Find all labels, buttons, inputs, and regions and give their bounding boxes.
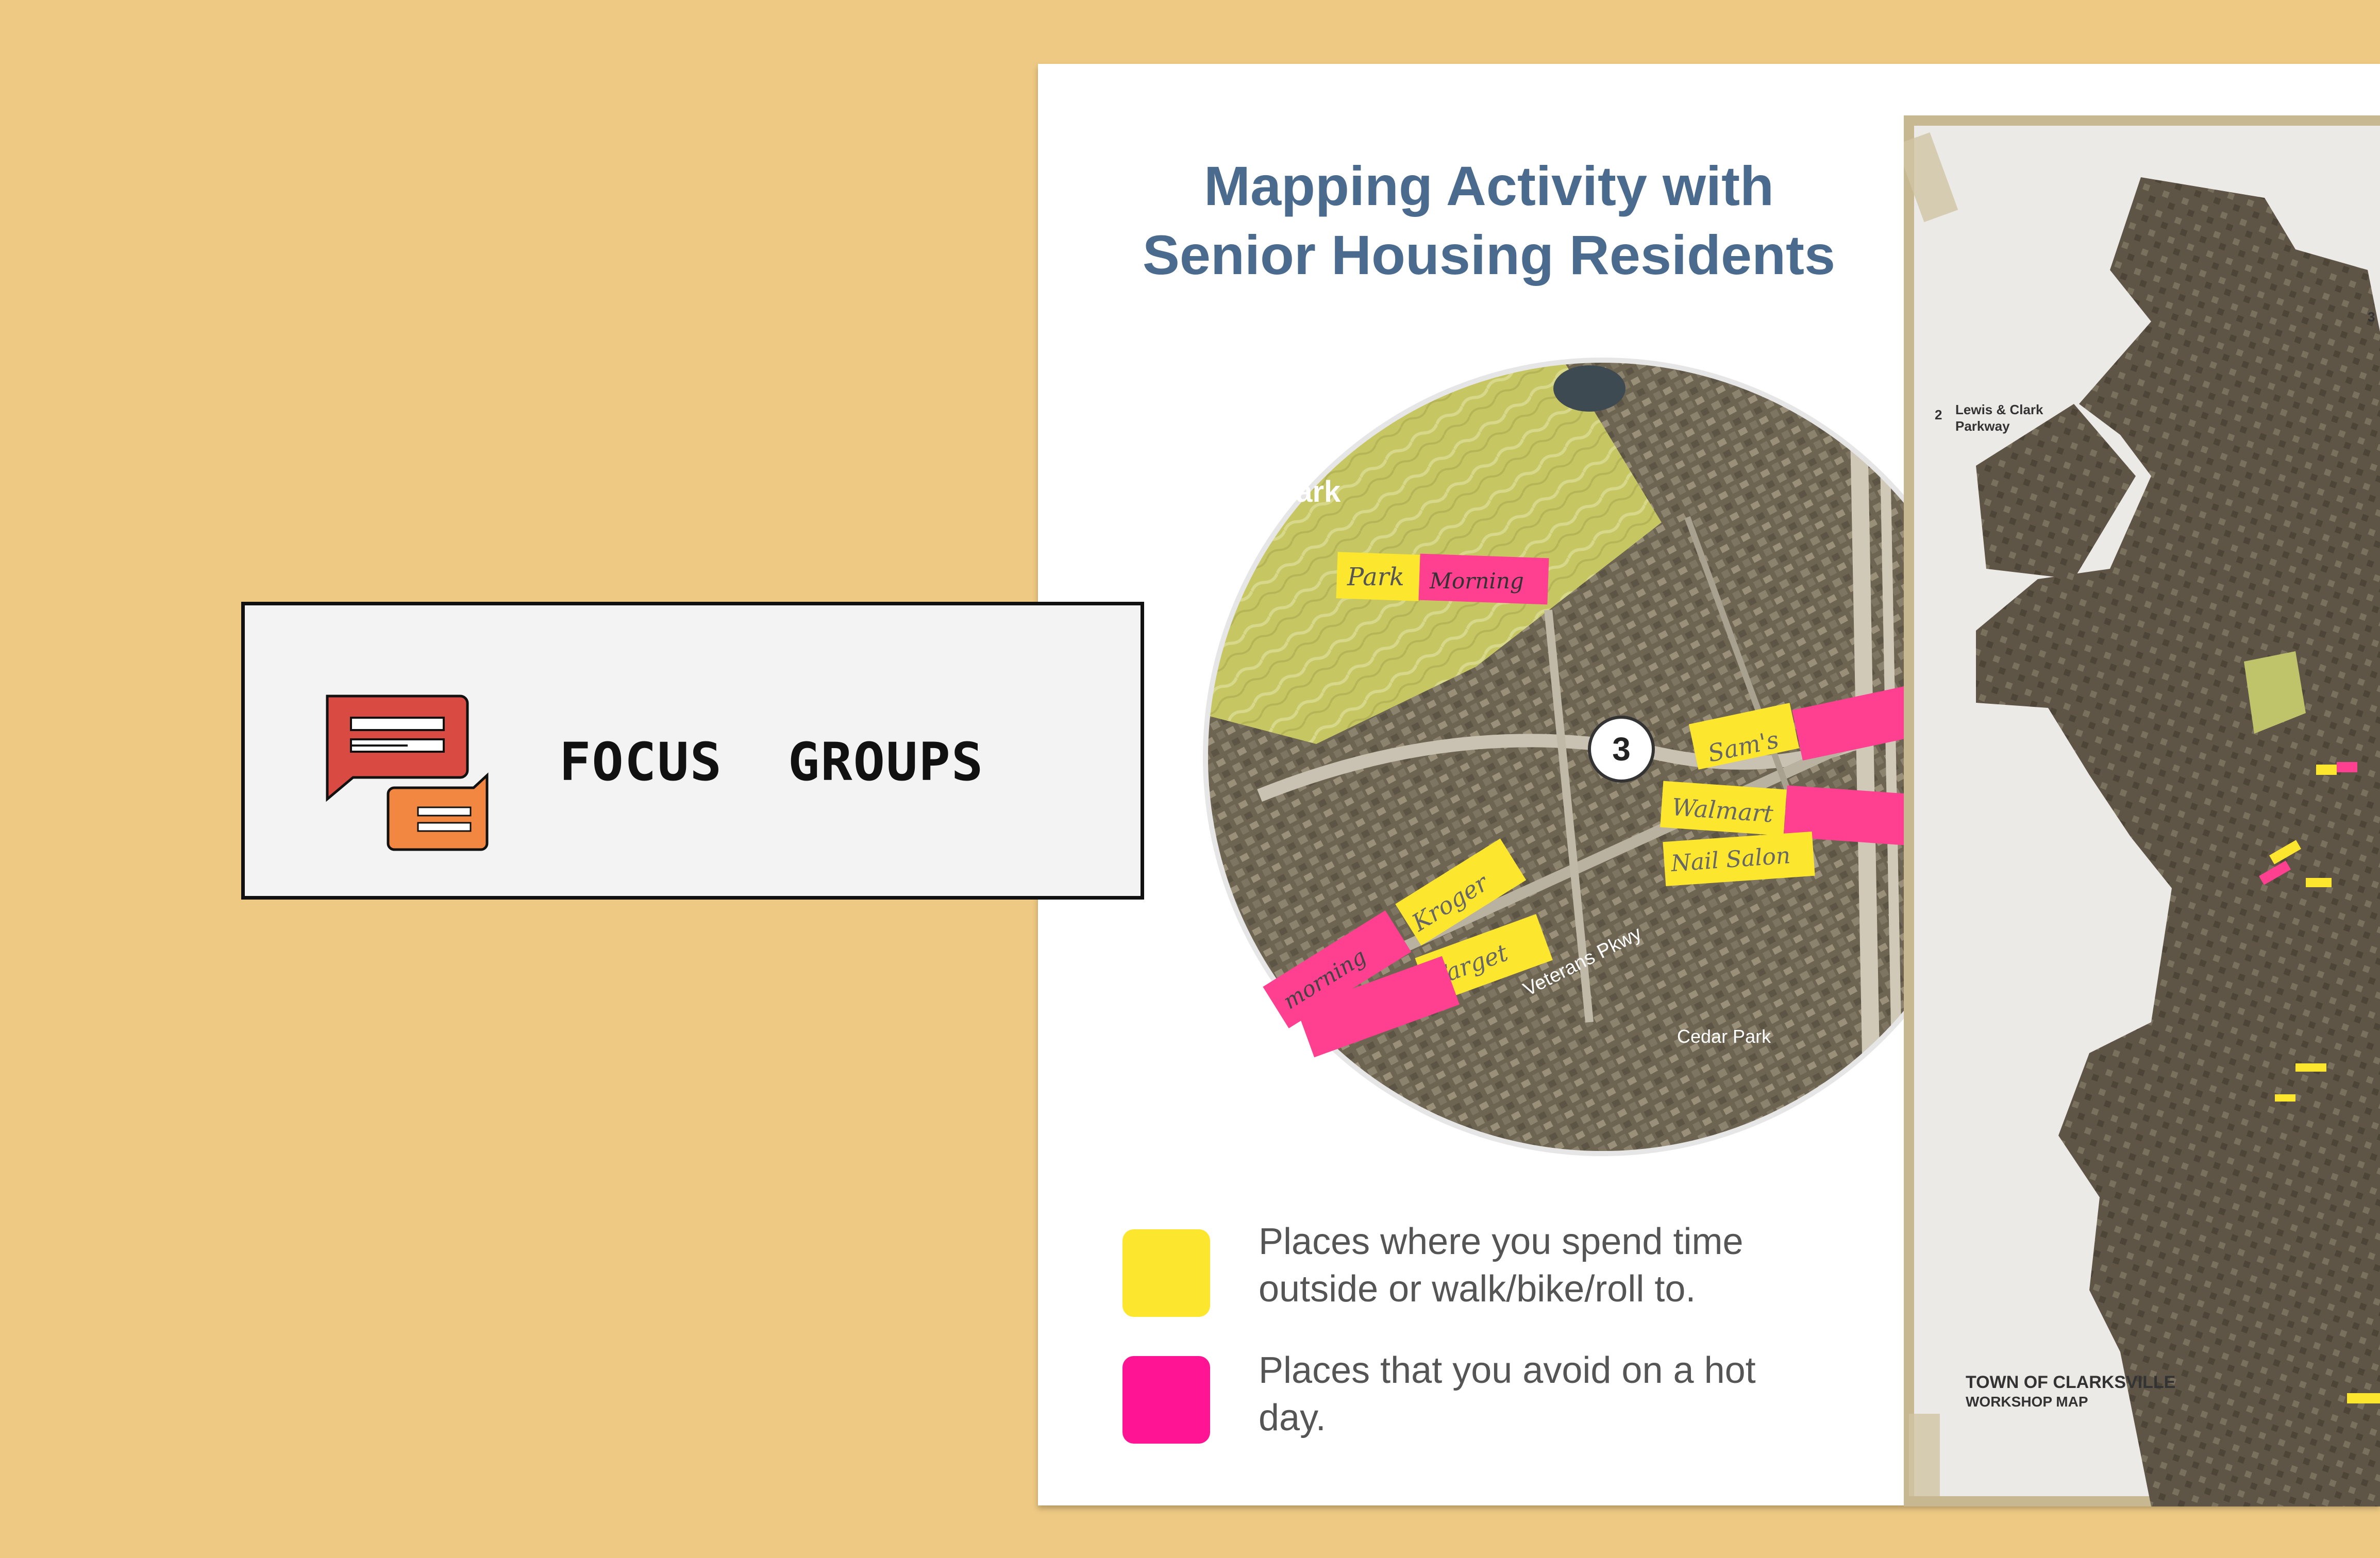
sticky-note: Park [1336,552,1420,601]
sticky-note: Walmart [1660,781,1787,836]
title-line-2: Senior Housing Residents [1142,224,1836,286]
marker-3-icon [1588,716,1655,783]
legend-swatch-pink [1122,1356,1210,1444]
focus-groups-card: FOCUS GROUPS [241,602,1144,900]
slide-title: Mapping Activity with Senior Housing Res… [1105,151,1873,290]
svg-text:Morning: Morning [1429,568,1524,594]
chat-bubbles-icon [326,695,489,851]
sticky-note [1783,785,1932,847]
slide: Mapping Activity with Senior Housing Res… [1038,64,2380,1506]
map-place-label-2: Parkway [1955,418,2010,434]
legend-text-yellow: Places where you spend time outside or w… [1259,1221,1744,1310]
sticky-note [1296,956,1460,1058]
workshop-map-photo: 2 Lewis & Clark Parkway 3 TOWN OF CLARKS… [1904,115,2380,1506]
marker-3-label: 3 [1612,731,1631,768]
legend-text-pink: Places that you avoid on a hot day. [1259,1350,1756,1438]
park-label: g Park [1249,475,1341,509]
title-line-1: Mapping Activity with [1204,155,1774,217]
sticky-note: Morning [1418,553,1549,605]
map-marker-2: 2 [1935,407,1942,422]
workshop-map-subtitle: WORKSHOP MAP [1966,1394,2088,1410]
map-marker-3: 3 [2368,309,2375,325]
zoomed-map-circle: g Park 3 Veterans Pkwy Cedar Park Park M… [1203,358,2002,1156]
focus-groups-label: FOCUS GROUPS [559,732,984,793]
place-label: Cedar Park [1677,1026,1771,1047]
map-place-label: Lewis & Clark [1955,402,2043,417]
workshop-map-title: TOWN OF CLARKSVILLE [1966,1373,2175,1392]
legend-swatch-yellow [1122,1229,1210,1317]
sticky-note: Nail Salon [1663,831,1815,887]
svg-text:Park: Park [1347,563,1404,591]
